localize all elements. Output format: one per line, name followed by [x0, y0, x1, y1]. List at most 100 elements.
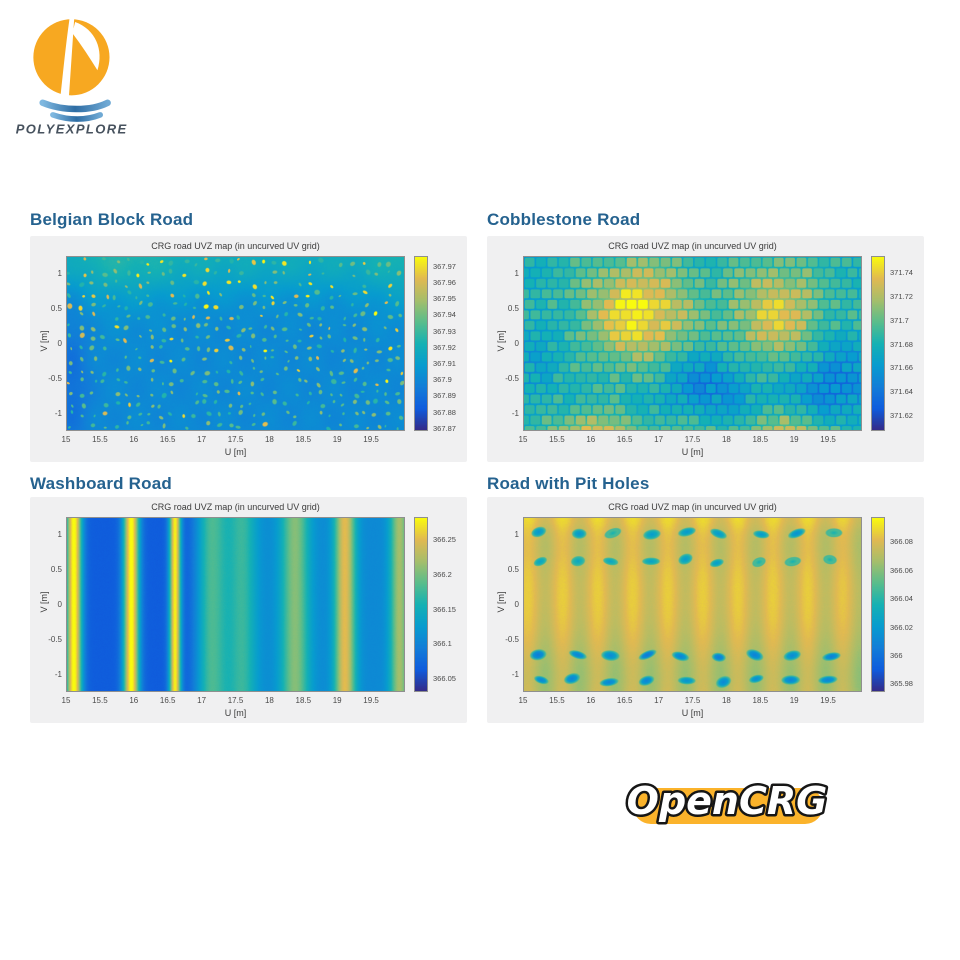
- x-tick-label: 19: [789, 435, 799, 444]
- x-tick-label: 15: [61, 435, 71, 444]
- x-tick-label: 16: [129, 435, 139, 444]
- logo-water-line-1: [39, 99, 111, 113]
- plot-title: CRG road UVZ map (in uncurved UV grid): [608, 241, 777, 251]
- opencrg-logo: OpenCRG: [624, 777, 830, 826]
- x-axis-label: U [m]: [681, 447, 704, 457]
- x-tick-label: 15: [518, 696, 528, 705]
- y-tick-label: 1: [514, 529, 519, 539]
- heatmap-canvas: [523, 517, 862, 692]
- x-tick-label: 16.5: [159, 435, 176, 444]
- y-tick-label: -1: [511, 669, 519, 679]
- x-tick-label: 19.5: [820, 696, 836, 705]
- x-tick-label: 15.5: [92, 435, 108, 444]
- colorbar-tick-label: 367.95: [433, 294, 456, 304]
- colorbar-tick-label: 366.06: [890, 565, 913, 575]
- colorbar-tick-label: 367.88: [433, 407, 456, 417]
- x-tick-label: 18: [264, 696, 274, 705]
- x-tick-label: 15: [61, 696, 71, 705]
- y-tick-label: 0.5: [50, 564, 62, 574]
- y-tick-label: -0.5: [48, 373, 62, 383]
- colorbar-tick-label: 371.72: [890, 291, 913, 301]
- colorbar-tick-label: 371.66: [890, 363, 913, 373]
- y-tick-label: -0.5: [48, 634, 62, 644]
- y-tick-label: 0: [57, 338, 62, 348]
- plot-title: CRG road UVZ map (in uncurved UV grid): [608, 502, 777, 512]
- y-tick-label: 1: [514, 268, 519, 278]
- logo-water-line-2: [50, 112, 104, 122]
- x-tick-label: 18: [721, 696, 731, 705]
- opencrg-wordmark: OpenCRG: [627, 779, 828, 823]
- figure-pit-holes: CRG road UVZ map (in uncurved UV grid) V…: [487, 497, 924, 723]
- colorbar-tick-label: 367.91: [433, 358, 456, 368]
- x-tick-label: 18.5: [295, 435, 312, 444]
- colorbar-tick-label: 367.96: [433, 277, 456, 287]
- colorbar-tick-label: 366.08: [890, 537, 913, 547]
- y-tick-label: 0.5: [507, 564, 519, 574]
- colorbar-tick-label: 371.64: [890, 387, 913, 397]
- x-tick-label: 19: [789, 696, 799, 705]
- heading-washboard-road: Washboard Road: [30, 474, 172, 493]
- x-tick-label: 17: [197, 435, 207, 444]
- y-tick-label: -0.5: [505, 634, 519, 644]
- heading-belgian-block-road: Belgian Block Road: [30, 210, 194, 229]
- colorbar-tick-label: 371.7: [890, 315, 909, 325]
- logo-mast: [60, 18, 75, 102]
- colorbar-tick-label: 366.02: [890, 622, 913, 632]
- polyexplore-logo-mark: [33, 18, 111, 122]
- polyexplore-wordmark: POLYEXPLORE: [16, 121, 128, 136]
- x-tick-label: 17: [654, 696, 664, 705]
- colorbar-canvas: [871, 256, 885, 431]
- colorbar-tick-label: 367.93: [433, 326, 456, 336]
- x-tick-label: 18: [721, 435, 731, 444]
- x-axis-label: U [m]: [681, 708, 704, 718]
- x-tick-label: 18.5: [752, 435, 769, 444]
- x-axis-label: U [m]: [224, 447, 247, 457]
- heatmap-canvas: [66, 517, 405, 692]
- x-tick-label: 16: [129, 696, 139, 705]
- y-tick-label: 1: [57, 529, 62, 539]
- colorbar-canvas: [414, 517, 428, 692]
- x-tick-label: 16: [586, 435, 596, 444]
- x-tick-label: 16.5: [616, 696, 633, 705]
- plot-title: CRG road UVZ map (in uncurved UV grid): [151, 502, 320, 512]
- y-tick-label: 0: [57, 599, 62, 609]
- logo-sail: [72, 22, 100, 71]
- colorbar-tick-label: 366.2: [433, 569, 452, 579]
- colorbar-tick-label: 367.94: [433, 310, 456, 320]
- x-tick-label: 18.5: [752, 696, 769, 705]
- figure-washboard: CRG road UVZ map (in uncurved UV grid) V…: [30, 497, 467, 723]
- x-tick-label: 19.5: [363, 435, 379, 444]
- y-tick-label: -0.5: [505, 373, 519, 383]
- x-tick-label: 16.5: [616, 435, 633, 444]
- colorbar-tick-label: 367.97: [433, 261, 456, 271]
- opencrg-pill: [633, 788, 823, 824]
- x-tick-label: 17: [197, 696, 207, 705]
- x-tick-label: 17.5: [227, 435, 244, 444]
- x-tick-label: 19.5: [820, 435, 836, 444]
- heatmap-canvas: [66, 256, 405, 431]
- x-axis-label: U [m]: [224, 708, 247, 718]
- y-tick-label: 0.5: [507, 303, 519, 313]
- figure-panel-cobblestone: CRG road UVZ map (in uncurved UV grid) V…: [487, 236, 924, 462]
- x-tick-label: 17.5: [684, 435, 701, 444]
- colorbar-tick-label: 367.87: [433, 423, 456, 433]
- x-tick-label: 15.5: [92, 696, 108, 705]
- y-tick-label: -1: [54, 669, 62, 679]
- heading-cobblestone-road: Cobblestone Road: [487, 210, 641, 229]
- x-tick-label: 18: [264, 435, 274, 444]
- x-tick-label: 19: [332, 696, 342, 705]
- x-tick-label: 15: [518, 435, 528, 444]
- figure-panel-pit-holes: CRG road UVZ map (in uncurved UV grid) V…: [487, 497, 924, 723]
- colorbar-tick-label: 366.15: [433, 604, 456, 614]
- x-tick-label: 15.5: [549, 435, 565, 444]
- x-tick-label: 17: [654, 435, 664, 444]
- colorbar-tick-label: 366.1: [433, 639, 452, 649]
- polyexplore-logo: POLYEXPLORE: [16, 18, 128, 136]
- heading-road-with-pit-holes: Road with Pit Holes: [487, 474, 650, 493]
- y-tick-label: 0.5: [50, 303, 62, 313]
- x-tick-label: 16: [586, 696, 596, 705]
- colorbar-tick-label: 366.05: [433, 674, 456, 684]
- x-tick-label: 15.5: [549, 696, 565, 705]
- y-tick-label: -1: [54, 408, 62, 418]
- colorbar-tick-label: 371.62: [890, 411, 913, 421]
